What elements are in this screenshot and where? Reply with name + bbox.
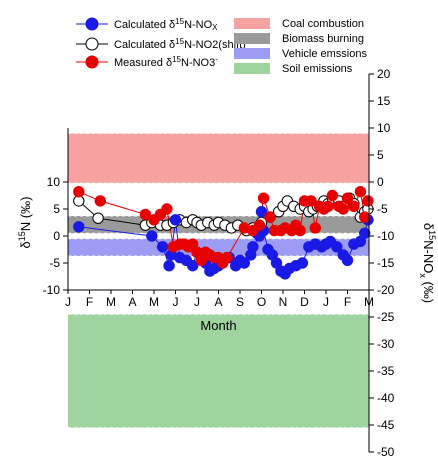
- data-point: [348, 200, 360, 213]
- x-tick-label: M: [106, 295, 116, 309]
- data-point: [337, 203, 349, 215]
- data-point: [169, 214, 182, 226]
- right-tick-label: -35: [377, 364, 395, 378]
- legend-marker: [85, 37, 99, 51]
- legend-label-band-2: Vehicle emssions: [282, 48, 367, 60]
- legend-label-band-3: Soil emissions: [282, 63, 353, 75]
- legend: Calculated δ15N-NOX Calculated δ15N-NO2(s…: [76, 17, 367, 75]
- right-tick-label: 0: [377, 175, 384, 189]
- right-tick-label: 15: [377, 94, 391, 108]
- data-point: [341, 254, 354, 266]
- right-tick-label: 10: [377, 121, 391, 135]
- band-soil-emissions: [68, 314, 369, 428]
- x-tick-label: M: [149, 295, 159, 309]
- series-points-layer: [73, 186, 374, 280]
- left-tick-label: 10: [47, 175, 61, 189]
- legend-swatch: [234, 48, 270, 59]
- data-point: [247, 241, 259, 253]
- legend-marker: [85, 55, 99, 69]
- data-point: [362, 195, 374, 207]
- legend-swatch: [234, 33, 270, 44]
- x-tick-label: J: [65, 295, 71, 309]
- data-point: [294, 224, 306, 237]
- x-tick-label: J: [323, 295, 329, 309]
- left-tick-label: 0: [53, 229, 60, 243]
- data-point: [139, 208, 152, 221]
- legend-swatch: [234, 63, 270, 74]
- right-tick-label: -20: [377, 283, 395, 297]
- right-tick-label: -50: [377, 445, 395, 458]
- data-point: [331, 241, 343, 253]
- right-tick-label: -5: [377, 202, 388, 216]
- x-tick-label: O: [257, 295, 266, 309]
- right-tick-label: -40: [377, 391, 395, 405]
- right-axis-title: δ15N-NOx (‰): [418, 223, 437, 303]
- data-point: [359, 227, 371, 240]
- data-point: [257, 192, 270, 204]
- left-tick-label: -5: [49, 256, 60, 270]
- x-tick-label: J: [173, 295, 179, 309]
- x-tick-label: J: [194, 295, 200, 309]
- data-point: [156, 241, 169, 253]
- data-point: [161, 203, 173, 215]
- data-point: [322, 200, 334, 213]
- band-vehicle-emssions: [68, 238, 369, 256]
- data-point: [221, 251, 233, 264]
- x-tick-label: A: [214, 295, 222, 309]
- data-point: [354, 186, 367, 198]
- data-point: [264, 211, 276, 223]
- legend-marker: [85, 17, 99, 31]
- legend-label-series-0: Calculated δ15N-NOX: [114, 17, 218, 32]
- legend-label-band-0: Coal combustion: [282, 18, 364, 30]
- x-tick-label: M: [364, 295, 374, 309]
- data-point: [296, 257, 309, 269]
- right-tick-label: -25: [377, 310, 395, 324]
- data-point: [187, 260, 199, 272]
- data-point: [163, 260, 175, 272]
- legend-swatch: [234, 18, 270, 29]
- legend-label-series-2: Measured δ15N-NO3-: [114, 55, 218, 69]
- data-point: [326, 189, 339, 202]
- data-point: [253, 219, 266, 231]
- left-tick-label: 5: [53, 202, 60, 216]
- data-point: [73, 221, 85, 233]
- bands-layer: [68, 132, 369, 429]
- right-tick-label: 20: [377, 67, 391, 81]
- data-point: [255, 206, 268, 218]
- x-tick-label: F: [344, 295, 351, 309]
- legend-label-band-1: Biomass burning: [282, 33, 364, 45]
- data-point: [73, 186, 85, 198]
- x-tick-label: F: [86, 295, 93, 309]
- x-tick-label: N: [279, 295, 288, 309]
- data-point: [238, 257, 251, 269]
- left-axis-title: δ15N (‰): [17, 197, 33, 249]
- data-point: [146, 230, 158, 242]
- right-tick-label: -45: [377, 418, 395, 432]
- data-point: [92, 212, 104, 224]
- legend-label-series-1: Calculated δ15N-NO2(shift): [114, 37, 246, 51]
- right-tick-label: -30: [377, 337, 395, 351]
- band-coal-combustion: [68, 133, 369, 184]
- x-tick-label: D: [300, 295, 309, 309]
- right-tick-label: -10: [377, 229, 395, 243]
- data-point: [305, 195, 317, 207]
- data-point: [309, 222, 321, 234]
- x-tick-label: S: [236, 295, 244, 309]
- left-tick-label: -10: [43, 283, 61, 297]
- data-point: [359, 211, 371, 223]
- data-point: [94, 195, 107, 207]
- right-tick-label: 5: [377, 148, 384, 162]
- right-tick-label: -15: [377, 256, 395, 270]
- x-tick-label: A: [128, 295, 136, 309]
- x-axis-title: Month: [200, 318, 236, 333]
- data-point: [341, 192, 354, 204]
